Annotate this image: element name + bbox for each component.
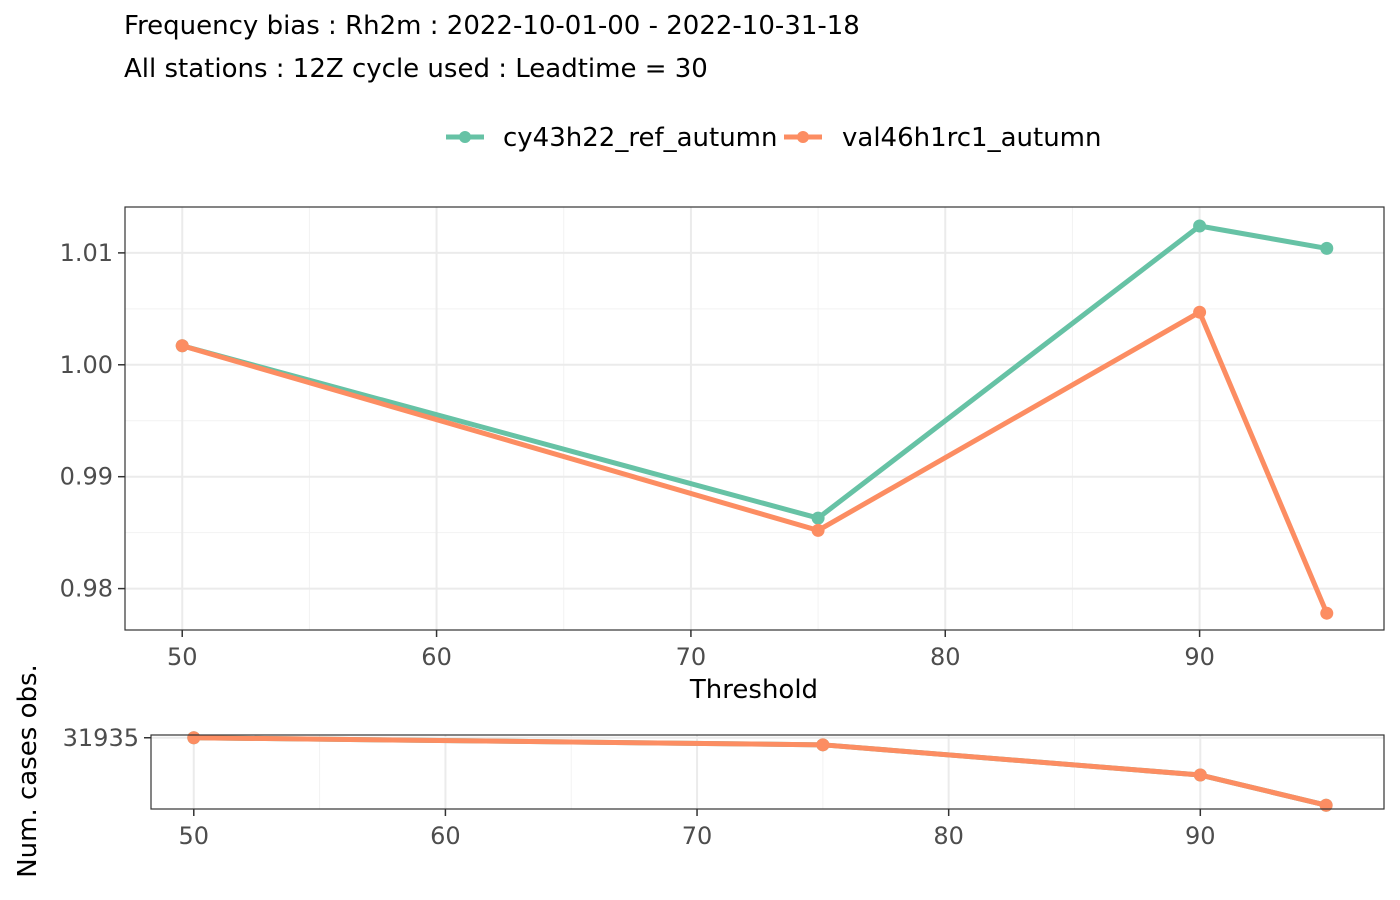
x-tick-label: 70 (682, 822, 713, 850)
legend-key-point (459, 131, 471, 143)
data-point (1320, 606, 1334, 620)
series-line (193, 735, 1327, 808)
legend-item-2: val46h1rc1_autumn (784, 123, 1102, 153)
panel-border (124, 206, 1385, 631)
y-tick-label: 0.98 (60, 575, 113, 603)
y-tick-label: 31935 (63, 724, 139, 752)
data-point (1193, 219, 1207, 233)
main-plot-panel: 50 60 70 80 90 0.98 0.99 1.00 1.01 (60, 206, 1385, 671)
data-point (1319, 798, 1333, 812)
legend-label-2: val46h1rc1_autumn (842, 123, 1102, 153)
x-axis-title: Threshold (689, 675, 818, 705)
y-tick-label: 1.01 (60, 239, 113, 267)
x-tick-label: 70 (676, 643, 707, 671)
x-tick-label: 80 (930, 643, 961, 671)
series-line (181, 309, 1330, 615)
data-point (175, 339, 189, 353)
legend-label-1: cy43h22_ref_autumn (503, 123, 778, 153)
chart-title: Frequency bias : Rh2m : 2022-10-01-00 - … (124, 11, 860, 41)
data-point (1193, 305, 1207, 319)
cases-plot-panel: 50 60 70 80 90 31935 (63, 724, 1385, 850)
y-axis-title-cases: Num. cases obs. (13, 664, 43, 878)
x-tick-label: 50 (167, 643, 198, 671)
x-tick-label: 50 (179, 822, 210, 850)
legend-item-1: cy43h22_ref_autumn (446, 123, 778, 153)
x-tick-label: 60 (421, 643, 452, 671)
data-point (811, 511, 825, 525)
data-point (816, 738, 830, 752)
x-tick-label: 60 (430, 822, 461, 850)
x-tick-label: 90 (1185, 822, 1216, 850)
panel-border (150, 734, 1385, 810)
data-point (1320, 241, 1334, 255)
y-tick-label: 0.99 (60, 463, 113, 491)
legend: cy43h22_ref_autumn val46h1rc1_autumn (446, 123, 1102, 153)
data-point (187, 731, 201, 745)
data-point (811, 523, 825, 537)
legend-key-point (797, 131, 809, 143)
x-tick-label: 90 (1184, 643, 1215, 671)
x-tick-label: 80 (933, 822, 964, 850)
y-tick-label: 1.00 (60, 351, 113, 379)
chart-subtitle: All stations : 12Z cycle used : Leadtime… (124, 54, 708, 84)
series-line (181, 223, 1328, 521)
data-point (1193, 768, 1207, 782)
